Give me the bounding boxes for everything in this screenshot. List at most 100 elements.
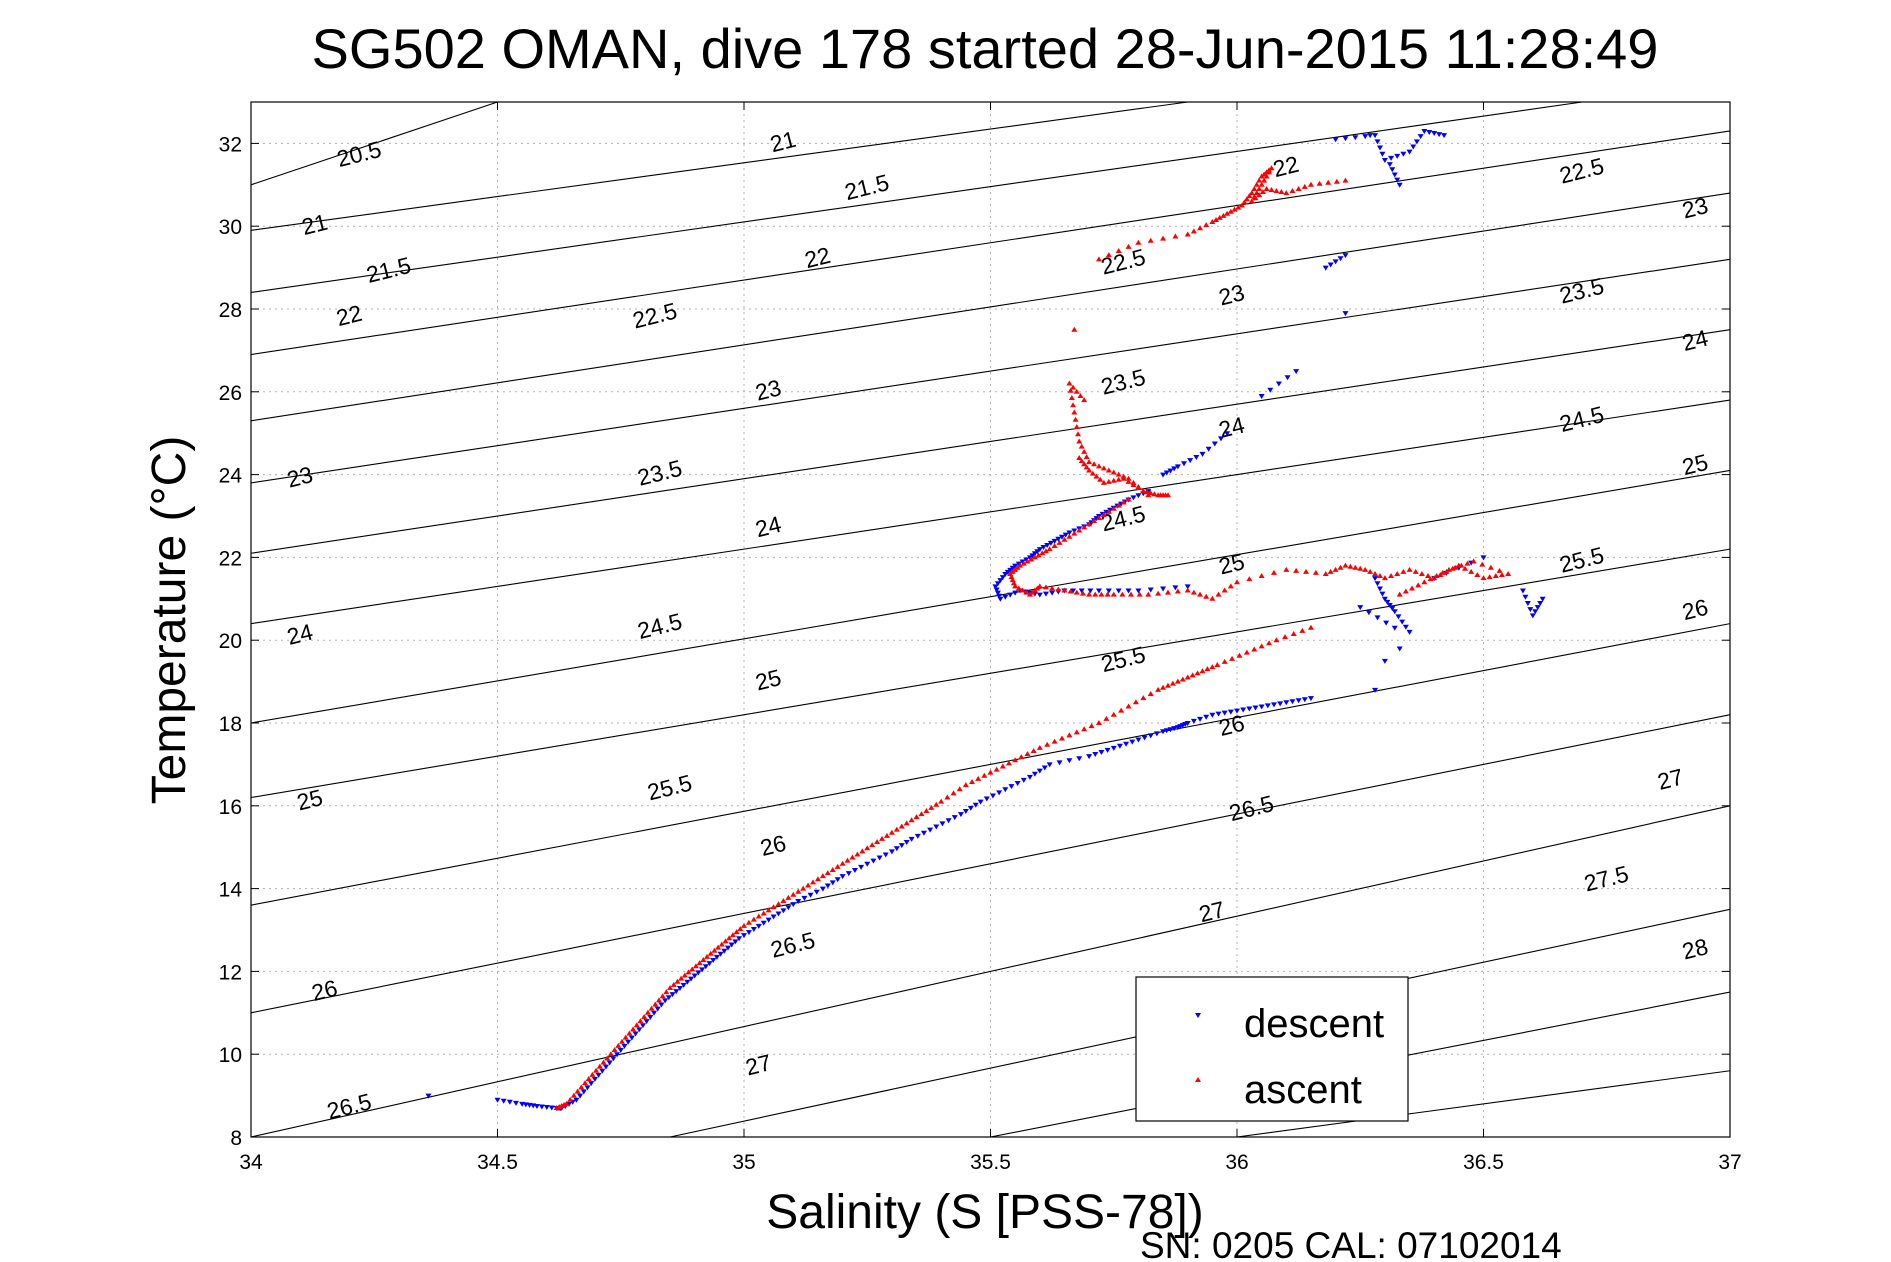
ascent-point bbox=[1046, 546, 1053, 552]
descent-point bbox=[1252, 705, 1259, 711]
ascent-point bbox=[655, 997, 662, 1003]
descent-point bbox=[1078, 588, 1085, 594]
contour-label: 21 bbox=[299, 209, 330, 240]
ascent-point bbox=[1030, 747, 1037, 753]
descent-point bbox=[1026, 774, 1033, 780]
descent-point bbox=[1217, 436, 1224, 442]
descent-point bbox=[669, 992, 676, 998]
descent-point bbox=[1066, 758, 1073, 764]
descent-point bbox=[1374, 615, 1381, 621]
descent-point bbox=[606, 1060, 613, 1066]
density-contour bbox=[250, 399, 1731, 625]
contour-label: 27 bbox=[1655, 763, 1686, 794]
descent-point bbox=[1264, 703, 1271, 709]
descent-point bbox=[647, 1014, 654, 1020]
descent-point bbox=[639, 1023, 646, 1029]
ascent-point bbox=[1098, 591, 1105, 597]
ascent-point bbox=[1194, 670, 1201, 676]
descent-point bbox=[951, 815, 958, 821]
descent-point bbox=[1431, 131, 1438, 137]
descent-point bbox=[1023, 557, 1030, 563]
ascent-point bbox=[1256, 177, 1263, 183]
ascent-point bbox=[849, 854, 856, 860]
ascent-point bbox=[1220, 212, 1227, 218]
ascent-point bbox=[1251, 185, 1258, 191]
ascent-point bbox=[814, 876, 821, 882]
ascent-point bbox=[1312, 569, 1319, 575]
density-contour bbox=[250, 805, 1731, 1138]
ascent-point bbox=[1061, 536, 1068, 542]
ascent-point bbox=[1215, 591, 1222, 597]
descent-point bbox=[1215, 711, 1222, 717]
descent-point bbox=[1012, 590, 1019, 596]
descent-point bbox=[780, 908, 787, 914]
ascent-point bbox=[1316, 180, 1323, 186]
ascent-point bbox=[944, 794, 951, 800]
ascent-point bbox=[1005, 760, 1012, 766]
ascent-point bbox=[1299, 627, 1306, 633]
x-tick-label: 36.5 bbox=[1463, 1151, 1504, 1174]
ascent-point bbox=[1135, 239, 1142, 245]
ascent-point bbox=[644, 1009, 651, 1015]
ascent-point bbox=[1083, 454, 1090, 460]
ascent-point bbox=[908, 817, 915, 823]
descent-point bbox=[745, 930, 752, 936]
descent-point bbox=[676, 985, 683, 991]
descent-point bbox=[1376, 586, 1383, 592]
descent-point bbox=[425, 1093, 432, 1099]
ascent-point bbox=[1227, 583, 1234, 589]
descent-point bbox=[1160, 586, 1167, 592]
ascent-point bbox=[1263, 185, 1270, 191]
ascent-point bbox=[1492, 573, 1499, 579]
ascent-point bbox=[1070, 402, 1077, 408]
descent-point bbox=[775, 911, 782, 917]
ascent-point bbox=[750, 916, 757, 922]
descent-point bbox=[1399, 619, 1406, 625]
contour-label: 26 bbox=[1679, 594, 1710, 625]
ascent-point bbox=[633, 1022, 640, 1028]
ascent-point bbox=[648, 1005, 655, 1011]
descent-point bbox=[914, 833, 921, 839]
ascent-point bbox=[913, 814, 920, 820]
ascent-point bbox=[618, 1038, 625, 1044]
ascent-point bbox=[1505, 570, 1512, 576]
descent-point bbox=[691, 973, 698, 979]
descent-point bbox=[530, 1103, 537, 1109]
ascent-point bbox=[1115, 502, 1122, 508]
legend-ascent-label: ascent bbox=[1244, 1068, 1362, 1112]
x-tick-label: 34.5 bbox=[477, 1151, 518, 1174]
ascent-point bbox=[674, 978, 681, 984]
ascent-point bbox=[1164, 589, 1171, 595]
ascent-point bbox=[1105, 478, 1112, 484]
ascent-point bbox=[1068, 395, 1075, 401]
ascent-point bbox=[1147, 691, 1154, 697]
ascent-point bbox=[1487, 564, 1494, 570]
ascent-point bbox=[1070, 384, 1077, 390]
descent-point bbox=[813, 889, 820, 895]
descent-point bbox=[876, 855, 883, 861]
ascent-point bbox=[604, 1055, 611, 1061]
descent-point bbox=[1376, 145, 1383, 151]
ascent-point bbox=[1224, 210, 1231, 216]
ascent-point bbox=[1203, 593, 1210, 599]
ascent-point bbox=[962, 782, 969, 788]
ascent-point bbox=[1443, 568, 1450, 574]
ascent-point bbox=[1256, 185, 1263, 191]
descent-point bbox=[994, 581, 1001, 587]
descent-point bbox=[920, 830, 927, 836]
ascent-point bbox=[864, 845, 871, 851]
descent-point bbox=[665, 995, 672, 1001]
y-axis-label: Temperature (°C) bbox=[143, 436, 196, 805]
descent-point bbox=[662, 998, 669, 1004]
descent-point bbox=[584, 1085, 591, 1091]
ascent-point bbox=[1307, 624, 1314, 630]
ascent-point bbox=[1452, 564, 1459, 570]
descent-point bbox=[1203, 714, 1210, 720]
contour-label: 24 bbox=[753, 511, 784, 542]
ascent-point bbox=[1035, 552, 1042, 558]
ascent-point bbox=[1282, 634, 1289, 640]
descent-point bbox=[1115, 588, 1122, 594]
descent-point bbox=[795, 899, 802, 905]
descent-point bbox=[1267, 387, 1274, 393]
